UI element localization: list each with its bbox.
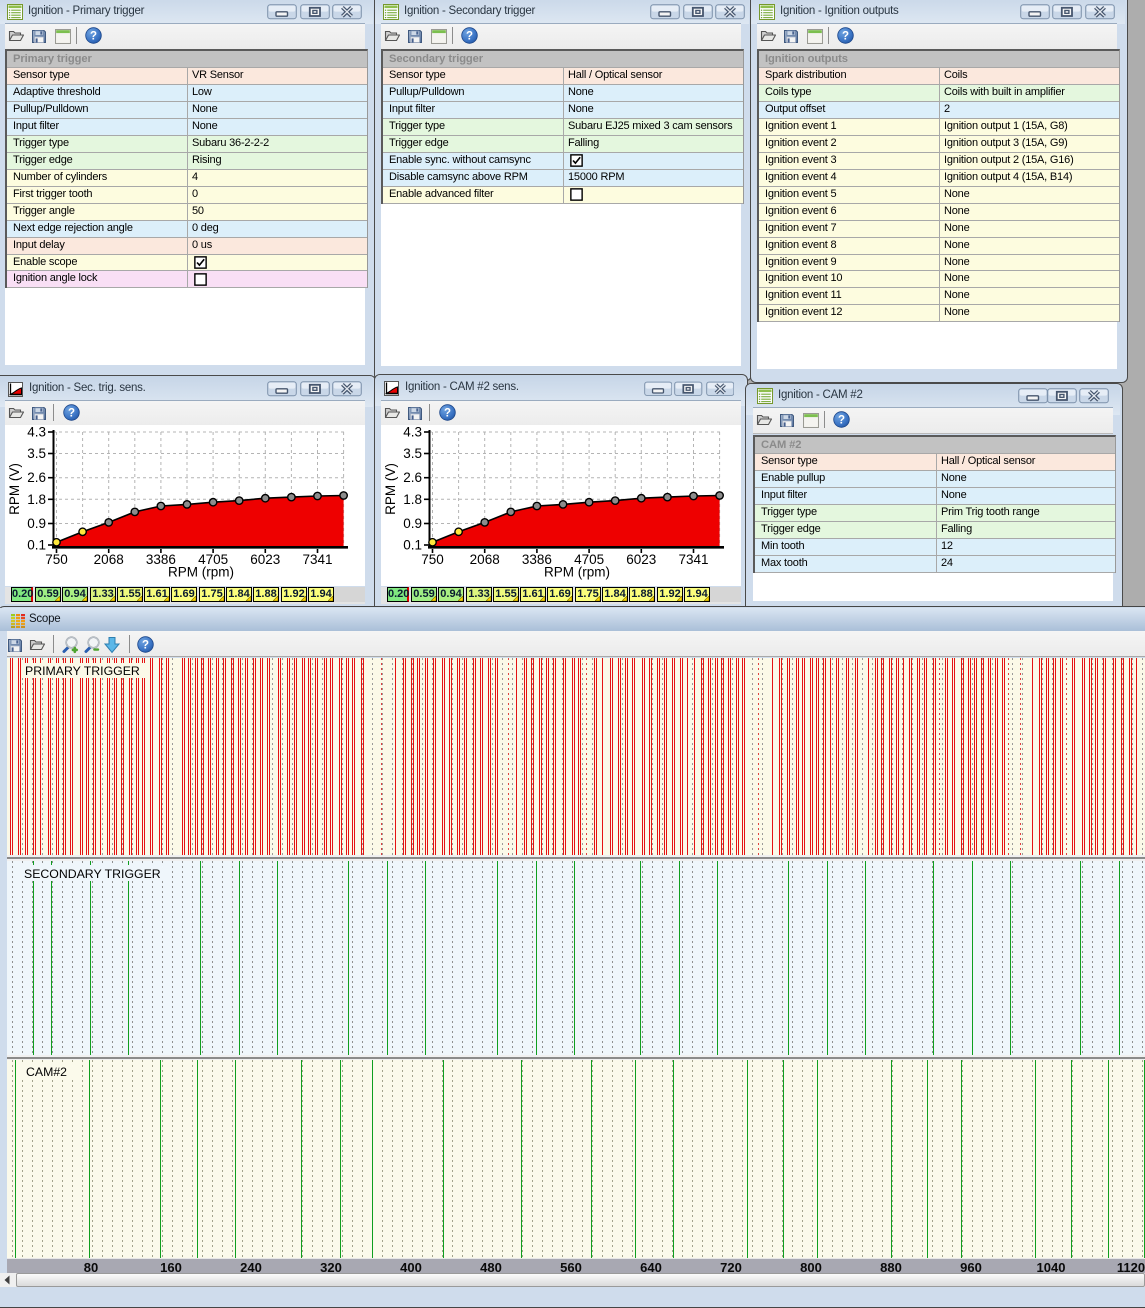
svg-text:1.8: 1.8 — [403, 492, 422, 507]
svg-text:RPM (rpm): RPM (rpm) — [168, 565, 234, 580]
svg-text:3.5: 3.5 — [403, 446, 422, 461]
svg-text:3.5: 3.5 — [27, 446, 46, 461]
svg-text:750: 750 — [421, 552, 444, 567]
svg-text:SECONDARY TRIGGER: SECONDARY TRIGGER — [24, 867, 161, 881]
svg-text:7341: 7341 — [678, 552, 708, 567]
svg-text:2068: 2068 — [94, 552, 124, 567]
svg-text:3386: 3386 — [146, 552, 176, 567]
svg-text:?: ? — [838, 415, 845, 427]
svg-text:4705: 4705 — [574, 552, 604, 567]
svg-text:?: ? — [142, 640, 149, 652]
svg-text:PRIMARY TRIGGER: PRIMARY TRIGGER — [25, 664, 140, 678]
svg-text:?: ? — [842, 31, 849, 43]
svg-text:?: ? — [68, 408, 75, 420]
svg-text:750: 750 — [45, 552, 68, 567]
svg-text:?: ? — [90, 31, 97, 43]
svg-text:4.3: 4.3 — [27, 425, 46, 440]
svg-text:CAM#2: CAM#2 — [26, 1065, 67, 1079]
svg-text:2.6: 2.6 — [27, 470, 46, 485]
svg-text:4705: 4705 — [198, 552, 228, 567]
svg-text:3386: 3386 — [522, 552, 552, 567]
svg-text:0.1: 0.1 — [27, 538, 46, 553]
svg-text:6023: 6023 — [250, 552, 280, 567]
svg-text:RPM (V): RPM (V) — [7, 463, 22, 515]
svg-text:1.8: 1.8 — [27, 492, 46, 507]
svg-text:0.9: 0.9 — [27, 516, 46, 531]
svg-text:?: ? — [466, 31, 473, 43]
svg-text:RPM (V): RPM (V) — [383, 463, 398, 515]
svg-text:4.3: 4.3 — [403, 425, 422, 440]
svg-text:2068: 2068 — [470, 552, 500, 567]
svg-text:RPM (rpm): RPM (rpm) — [544, 565, 610, 580]
svg-text:6023: 6023 — [626, 552, 656, 567]
svg-text:0.9: 0.9 — [403, 516, 422, 531]
svg-text:?: ? — [444, 408, 451, 420]
svg-text:2.6: 2.6 — [403, 470, 422, 485]
svg-text:7341: 7341 — [302, 552, 332, 567]
svg-text:0.1: 0.1 — [403, 538, 422, 553]
